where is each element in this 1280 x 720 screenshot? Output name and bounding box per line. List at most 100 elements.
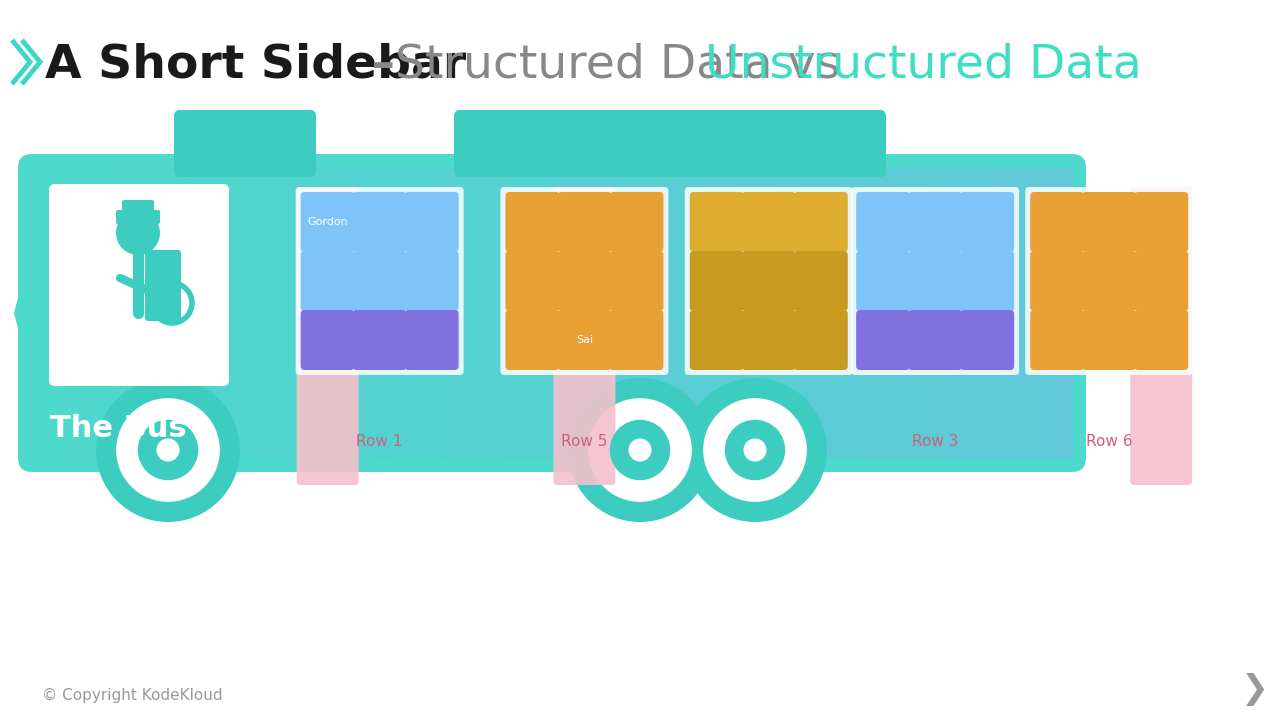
FancyBboxPatch shape <box>856 251 910 311</box>
Bar <box>625 168 636 458</box>
Bar <box>801 168 813 458</box>
Text: A Short Sidebar: A Short Sidebar <box>45 42 466 88</box>
Bar <box>687 168 699 458</box>
Bar <box>302 168 314 458</box>
Bar <box>292 168 303 458</box>
FancyBboxPatch shape <box>49 184 229 386</box>
Bar <box>312 168 324 458</box>
FancyBboxPatch shape <box>558 310 612 370</box>
FancyBboxPatch shape <box>1134 192 1188 252</box>
FancyBboxPatch shape <box>742 310 796 370</box>
FancyBboxPatch shape <box>404 192 458 252</box>
Bar <box>125 168 137 458</box>
Bar <box>209 168 220 458</box>
Bar <box>552 168 563 458</box>
Bar <box>271 168 283 458</box>
Bar <box>115 168 127 458</box>
Bar <box>531 168 543 458</box>
FancyBboxPatch shape <box>1030 251 1084 311</box>
Bar <box>198 168 210 458</box>
Bar <box>323 168 334 458</box>
FancyBboxPatch shape <box>558 192 612 252</box>
Bar <box>750 168 762 458</box>
Circle shape <box>589 398 692 502</box>
Bar <box>573 168 584 458</box>
Bar <box>168 168 179 458</box>
Text: The Bus: The Bus <box>50 413 187 443</box>
Bar <box>157 168 168 458</box>
Bar <box>604 168 616 458</box>
Bar <box>957 168 969 458</box>
Polygon shape <box>14 190 46 436</box>
Bar <box>188 168 200 458</box>
FancyBboxPatch shape <box>353 310 407 370</box>
FancyBboxPatch shape <box>1025 187 1193 375</box>
FancyBboxPatch shape <box>500 187 668 375</box>
Bar <box>146 168 157 458</box>
Bar <box>968 168 979 458</box>
FancyBboxPatch shape <box>1030 310 1084 370</box>
FancyBboxPatch shape <box>909 310 963 370</box>
Bar <box>375 168 387 458</box>
FancyBboxPatch shape <box>404 251 458 311</box>
FancyBboxPatch shape <box>794 310 847 370</box>
Bar <box>521 168 532 458</box>
Bar <box>428 168 439 458</box>
FancyBboxPatch shape <box>454 110 886 177</box>
Bar <box>906 168 916 458</box>
Bar <box>448 168 460 458</box>
FancyBboxPatch shape <box>404 310 458 370</box>
Bar <box>219 168 230 458</box>
FancyBboxPatch shape <box>353 251 407 311</box>
FancyBboxPatch shape <box>301 310 355 370</box>
Bar <box>916 168 928 458</box>
FancyBboxPatch shape <box>506 192 559 252</box>
FancyBboxPatch shape <box>851 187 1019 375</box>
FancyBboxPatch shape <box>690 251 744 311</box>
FancyBboxPatch shape <box>122 200 154 218</box>
Bar <box>760 168 772 458</box>
Bar <box>136 168 147 458</box>
Bar <box>728 168 740 458</box>
Bar <box>468 168 480 458</box>
FancyBboxPatch shape <box>856 310 910 370</box>
FancyBboxPatch shape <box>506 251 559 311</box>
FancyBboxPatch shape <box>856 192 910 252</box>
FancyBboxPatch shape <box>960 310 1014 370</box>
FancyBboxPatch shape <box>558 251 612 311</box>
Text: Structured Data vs: Structured Data vs <box>396 42 855 88</box>
Circle shape <box>628 438 652 462</box>
Bar <box>1051 168 1062 458</box>
Bar <box>645 168 657 458</box>
FancyBboxPatch shape <box>1083 310 1137 370</box>
FancyBboxPatch shape <box>1134 310 1188 370</box>
Text: Sai: Sai <box>576 335 593 345</box>
FancyBboxPatch shape <box>1030 192 1084 252</box>
Bar <box>844 168 855 458</box>
Bar <box>385 168 397 458</box>
Bar <box>417 168 429 458</box>
Bar <box>1061 168 1073 458</box>
FancyBboxPatch shape <box>506 310 559 370</box>
Text: Unstructured Data: Unstructured Data <box>705 42 1142 88</box>
Bar <box>344 168 356 458</box>
Bar <box>874 168 886 458</box>
Bar <box>63 168 74 458</box>
Bar <box>771 168 782 458</box>
Circle shape <box>116 398 220 502</box>
Bar <box>812 168 823 458</box>
FancyBboxPatch shape <box>609 192 663 252</box>
Bar <box>334 168 346 458</box>
Bar <box>84 168 96 458</box>
Bar <box>667 168 678 458</box>
Bar <box>1010 168 1021 458</box>
Bar <box>261 168 273 458</box>
Bar <box>677 168 689 458</box>
FancyBboxPatch shape <box>1130 187 1192 485</box>
Bar <box>594 168 605 458</box>
Circle shape <box>684 378 827 522</box>
Bar <box>458 168 470 458</box>
Text: Row 3: Row 3 <box>911 433 959 449</box>
Bar <box>562 168 573 458</box>
Bar <box>32 168 44 458</box>
